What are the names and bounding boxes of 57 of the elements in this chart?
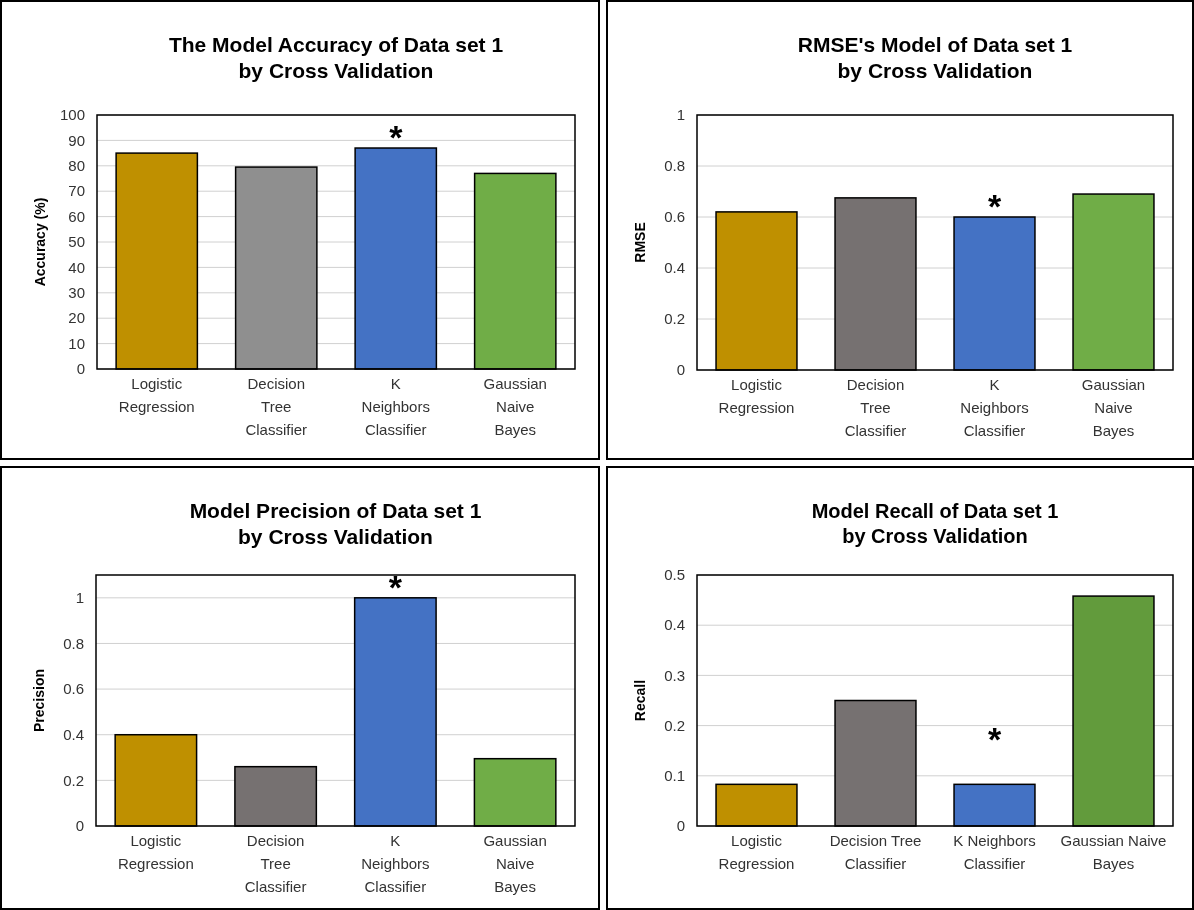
x-tick-label: Logistic Regression bbox=[117, 832, 194, 872]
y-axis-title: Precision bbox=[31, 668, 47, 733]
chart-title: Model Precision of Data set 1 by Cross Validation bbox=[189, 499, 482, 549]
y-tick-label: 40 bbox=[68, 258, 85, 276]
y-tick-label: 0.3 bbox=[664, 666, 685, 684]
y-tick-label: 0.4 bbox=[63, 725, 84, 743]
chart-title: RMSE's Model of Data set 1 by Cross Validation bbox=[797, 33, 1073, 83]
chart-title: Model Recall of Data set 1 by Cross Validation bbox=[811, 500, 1059, 547]
y-tick-label: 90 bbox=[68, 131, 85, 149]
x-tick-label: Gaussian Naive Bayes bbox=[1081, 376, 1146, 439]
x-tick-label: Gaussian Naive Bayes bbox=[483, 832, 547, 895]
y-tick-label: 0.4 bbox=[664, 259, 685, 277]
y-tick-label: 0.6 bbox=[63, 680, 84, 698]
y-tick-label: 0.8 bbox=[63, 634, 84, 652]
annotation: * bbox=[389, 118, 404, 157]
y-tick-label: 0 bbox=[76, 360, 85, 378]
y-tick-label: 10 bbox=[68, 334, 85, 352]
y-tick-label: 0.2 bbox=[664, 716, 685, 734]
y-tick-label: 50 bbox=[68, 233, 85, 251]
y-tick-label: 0.4 bbox=[664, 616, 685, 634]
y-tick-label: 0.5 bbox=[664, 566, 685, 584]
y-axis-title: Accuracy (%) bbox=[32, 197, 48, 287]
x-tick-label: Decision Tree Classifier bbox=[844, 376, 907, 439]
chart-title: The Model Accuracy of Data set 1 by Cross Validation bbox=[168, 33, 504, 83]
y-tick-label: 0 bbox=[75, 817, 84, 835]
y-tick-label: 100 bbox=[59, 106, 85, 124]
y-axis-title: Recall bbox=[632, 679, 648, 722]
x-tick-label: Decision Tree Classifier bbox=[245, 375, 308, 438]
y-tick-label: 0 bbox=[676, 817, 685, 835]
y-tick-label: 0.2 bbox=[63, 771, 84, 789]
x-tick-label: Decision Tree Classifier bbox=[244, 832, 307, 895]
y-tick-label: 1 bbox=[75, 589, 84, 607]
y-tick-label: 30 bbox=[68, 284, 85, 302]
y-tick-label: 70 bbox=[68, 182, 85, 200]
y-tick-label: 0.2 bbox=[664, 310, 685, 328]
y-tick-label: 0 bbox=[676, 361, 685, 379]
x-tick-label: K Neighbors Classifier bbox=[960, 376, 1029, 439]
y-axis-title: RMSE bbox=[632, 222, 648, 263]
y-tick-label: 60 bbox=[68, 207, 85, 225]
x-tick-label: Gaussian Naive Bayes bbox=[1060, 832, 1167, 872]
x-tick-label: Logistic Regression bbox=[118, 375, 195, 415]
x-tick-label: Logistic Regression bbox=[718, 832, 795, 872]
x-tick-label: K Neighbors Classifier bbox=[953, 832, 1036, 872]
y-tick-label: 20 bbox=[68, 309, 85, 327]
x-tick-label: Gaussian Naive Bayes bbox=[483, 375, 547, 438]
annotation: * bbox=[987, 720, 1002, 759]
y-tick-label: 1 bbox=[676, 106, 685, 124]
y-tick-label: 80 bbox=[68, 157, 85, 175]
annotation: * bbox=[987, 187, 1002, 226]
x-tick-label: Decision Tree Classifier bbox=[829, 832, 922, 872]
annotation: * bbox=[388, 567, 403, 606]
x-tick-label: Logistic Regression bbox=[718, 376, 795, 416]
y-tick-label: 0.6 bbox=[664, 208, 685, 226]
x-tick-label: K Neighbors Classifier bbox=[361, 375, 430, 438]
x-tick-label: K Neighbors Classifier bbox=[361, 832, 430, 895]
y-tick-label: 0.1 bbox=[664, 767, 685, 785]
y-tick-label: 0.8 bbox=[664, 157, 685, 175]
